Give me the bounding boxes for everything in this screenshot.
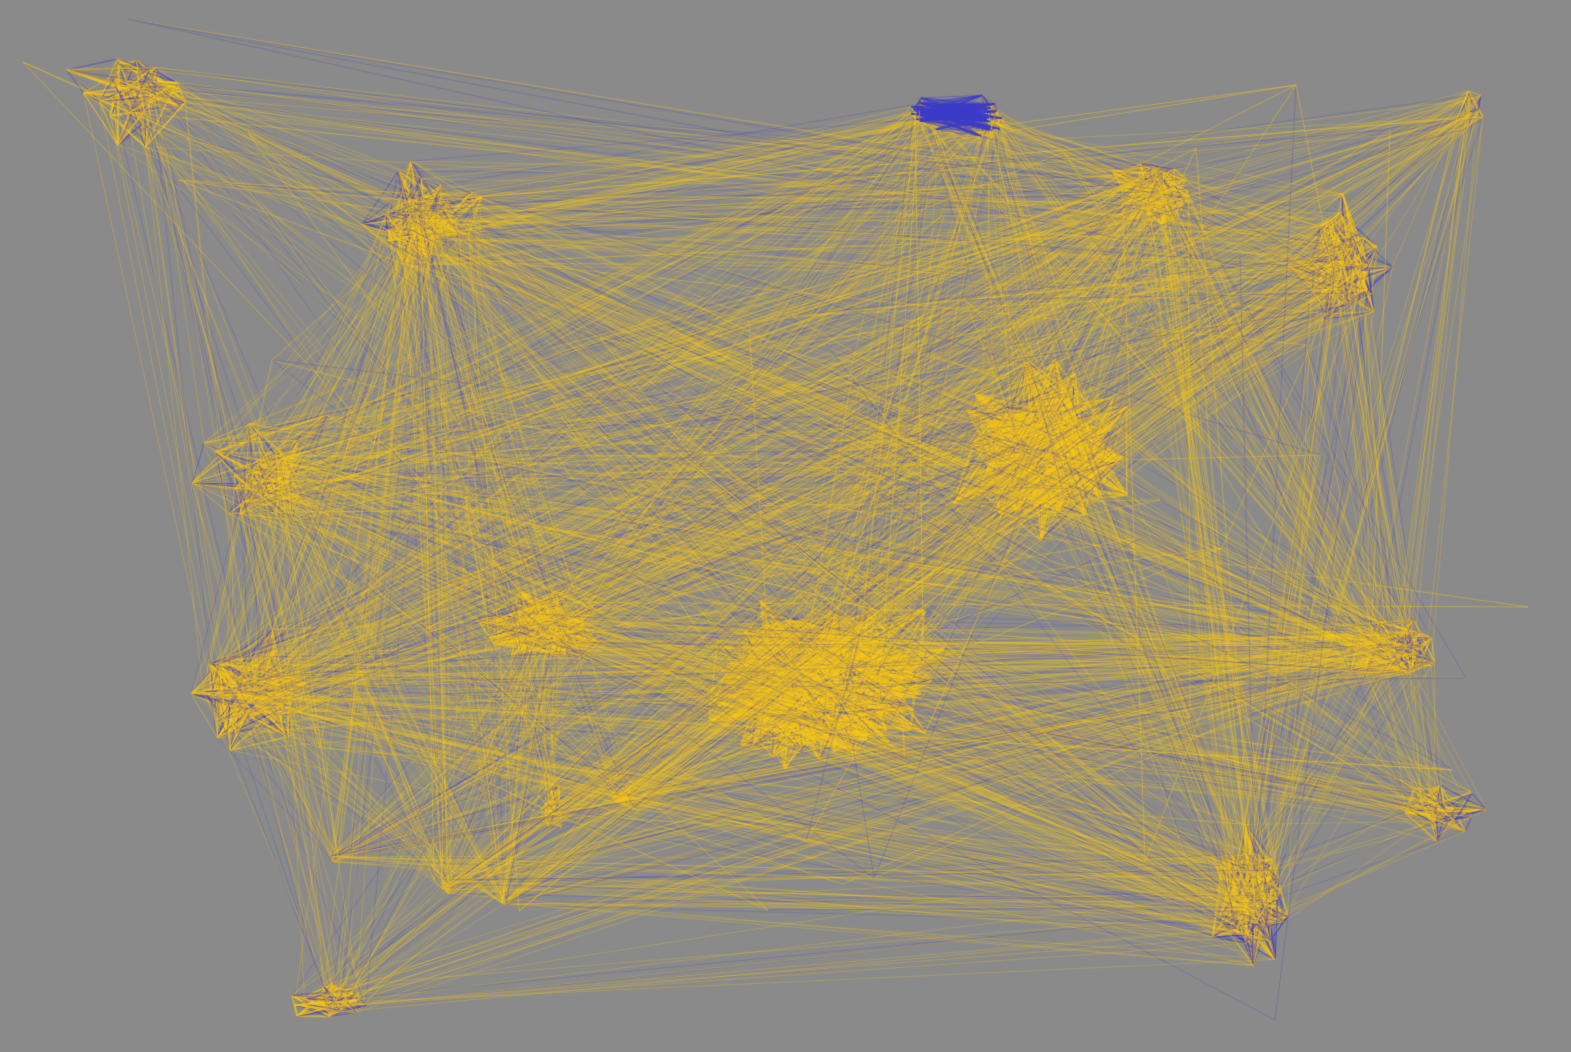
network-graph-visualization	[0, 0, 1571, 1052]
network-graph-canvas[interactable]	[0, 0, 1571, 1052]
